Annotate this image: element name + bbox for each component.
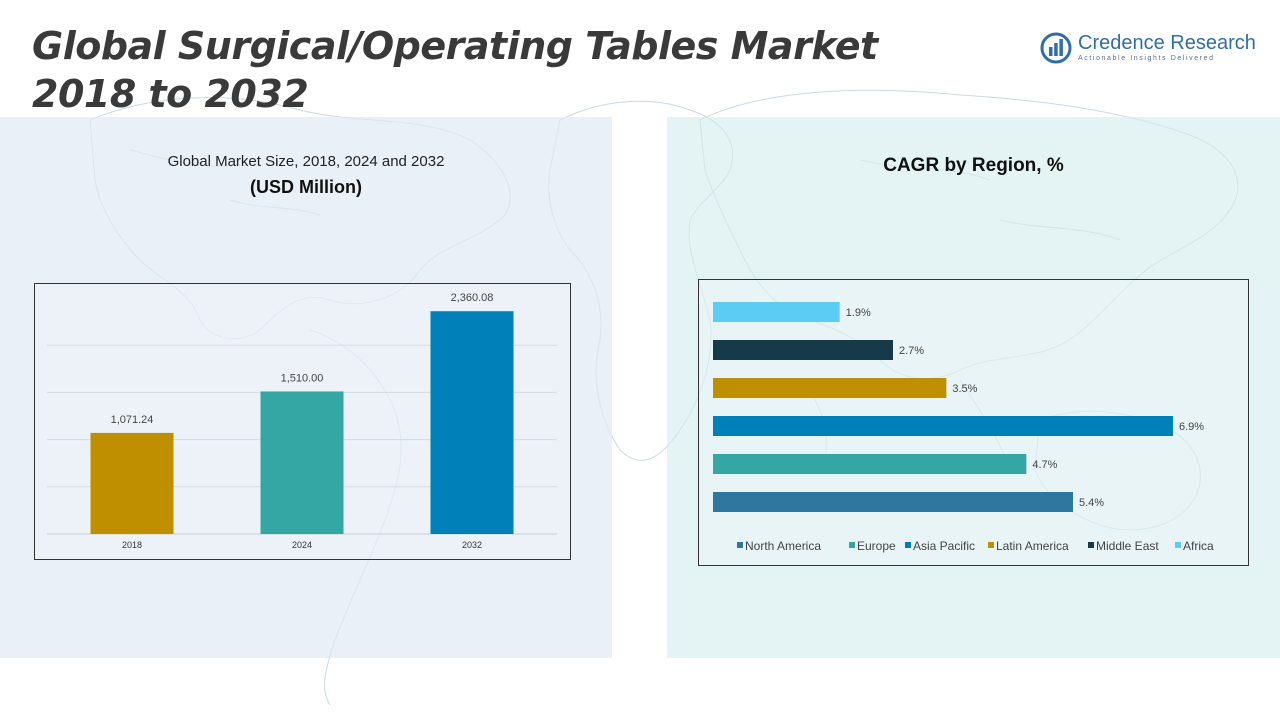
bar-north-america — [713, 492, 1073, 512]
cagr-chart-frame: 5.4% 4.7% 6.9% 3.5% 2.7% 1.9% North America Eur… — [698, 279, 1249, 566]
bar-value-label-latin-america: 3.5% — [952, 383, 977, 395]
bar-latin-america — [713, 378, 947, 398]
legend-swatch-asia-pacific — [905, 542, 911, 548]
legend-label-asia-pacific: Asia Pacific — [913, 539, 975, 553]
bar-value-label-2018: 1,071.24 — [111, 414, 154, 426]
legend-label-latin-america: Latin America — [996, 539, 1069, 553]
legend-swatch-middle-east — [1088, 542, 1094, 548]
bar-2024 — [260, 391, 344, 534]
bar-value-label-europe: 4.7% — [1032, 459, 1057, 471]
x-tick-label-2032: 2032 — [462, 540, 482, 550]
bar-value-label-asia-pacific: 6.9% — [1179, 421, 1204, 433]
bar-value-label-middle-east: 2.7% — [899, 345, 924, 357]
market-size-chart-title: Global Market Size, 2018, 2024 and 2032 — [167, 153, 445, 170]
x-tick-label-2024: 2024 — [292, 540, 312, 550]
logo-icon — [1040, 32, 1072, 64]
market-size-chart-frame: 1,071.24 2018 1,510.00 2024 2,360.08 2032 — [34, 283, 571, 560]
cagr-chart-title: CAGR by Region, % — [883, 155, 1064, 176]
market-size-bar-chart: 1,071.24 2018 1,510.00 2024 2,360.08 2032 — [47, 292, 557, 550]
bar-2032 — [430, 311, 514, 534]
legend-swatch-north-america — [737, 542, 743, 548]
legend-label-middle-east: Middle East — [1096, 539, 1159, 553]
title-line-2: 2018 to 2032 — [32, 72, 309, 116]
legend-swatch-latin-america — [988, 542, 994, 548]
page-title: Global Surgical/Operating Tables Market … — [32, 22, 878, 118]
bar-value-label-africa: 1.9% — [846, 307, 871, 319]
legend-swatch-europe — [849, 542, 855, 548]
bar-asia-pacific — [713, 416, 1173, 436]
market-size-chart-unit: (USD Million) — [250, 177, 362, 197]
title-line-1: Global Surgical/Operating Tables Market — [32, 24, 878, 68]
bar-europe — [713, 454, 1027, 474]
legend-label-north-america: North America — [745, 539, 821, 553]
logo-tagline: Actionable Insights Delivered — [1078, 55, 1215, 62]
bar-africa — [713, 302, 840, 322]
credence-research-logo: Credence Research Actionable Insights De… — [1040, 30, 1260, 70]
cagr-bar-chart: 5.4% 4.7% 6.9% 3.5% 2.7% 1.9% North America Eur… — [713, 302, 1214, 553]
bar-middle-east — [713, 340, 893, 360]
legend-label-africa: Africa — [1183, 539, 1214, 553]
bar-value-label-north-america: 5.4% — [1079, 497, 1104, 509]
logo-name: Credence Research — [1078, 32, 1256, 54]
legend-label-europe: Europe — [857, 539, 896, 553]
bar-2018 — [90, 432, 174, 534]
x-tick-label-2018: 2018 — [122, 540, 142, 550]
legend-swatch-africa — [1175, 542, 1181, 548]
bar-value-label-2024: 1,510.00 — [281, 372, 324, 384]
bar-value-label-2032: 2,360.08 — [451, 292, 494, 304]
